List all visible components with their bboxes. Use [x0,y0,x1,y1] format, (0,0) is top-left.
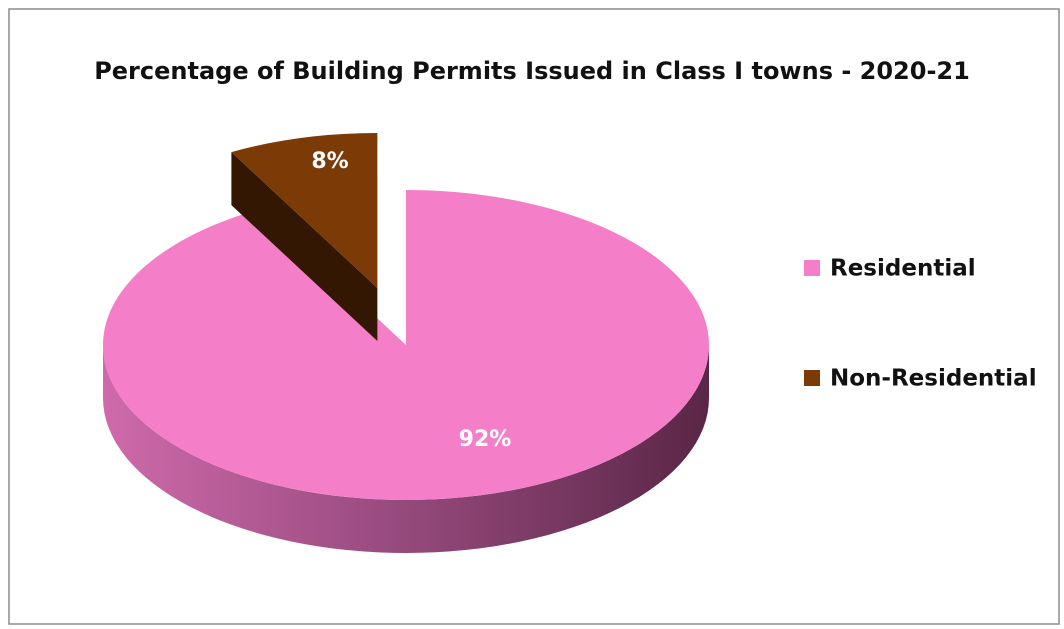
chart-title: Percentage of Building Permits Issued in… [94,57,970,85]
slice-cut [231,152,378,341]
legend-swatch [804,260,820,276]
data-label: 8% [311,149,348,174]
legend-swatch [804,370,820,386]
slice [231,132,378,288]
slice-side [103,345,709,553]
legend-label: Non-Residential [830,366,1037,392]
slice [103,190,710,500]
legend-label: Residential [830,256,976,282]
data-label: 92% [459,427,512,452]
